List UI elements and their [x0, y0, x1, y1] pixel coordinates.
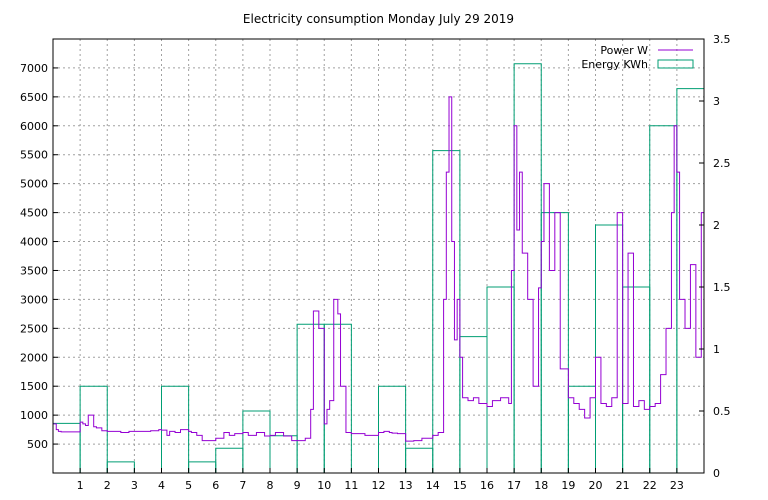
- x-tick-label: 11: [344, 479, 358, 492]
- energy-bar: [188, 461, 217, 473]
- y2-tick-label: 3: [713, 95, 720, 108]
- x-tick-label: 22: [643, 479, 657, 492]
- energy-bar: [405, 447, 434, 473]
- x-tick-label: 20: [589, 479, 603, 492]
- energy-bar: [106, 461, 135, 473]
- y-tick-label: 2000: [20, 351, 48, 364]
- energy-bar: [622, 286, 651, 473]
- energy-bar: [269, 435, 298, 473]
- legend: Power W Energy KWh: [581, 44, 694, 71]
- energy-bar: [52, 422, 81, 473]
- x-tick-label: 21: [616, 479, 630, 492]
- y-tick-label: 5500: [20, 149, 48, 162]
- y2-tick-label: 1.5: [713, 281, 731, 294]
- legend-power-label: Power W: [600, 44, 648, 57]
- x-tick-label: 13: [399, 479, 413, 492]
- power-series-layer: [53, 96, 705, 442]
- y-tick-label: 6000: [20, 120, 48, 133]
- y2-tick-label: 0.5: [713, 405, 731, 418]
- x-tick-label: 23: [670, 479, 684, 492]
- y-tick-label: 5000: [20, 178, 48, 191]
- x-tick-label: 1: [77, 479, 84, 492]
- y-tick-label: 3000: [20, 293, 48, 306]
- x-tick-label: 9: [294, 479, 301, 492]
- legend-energy-label: Energy KWh: [581, 58, 648, 71]
- energy-bar: [296, 323, 325, 473]
- y2-tick-label: 3.5: [713, 33, 731, 46]
- x-tick-label: 5: [185, 479, 192, 492]
- x-tick-label: 7: [239, 479, 246, 492]
- x-tick-label: 3: [131, 479, 138, 492]
- y2-tick-label: 1: [713, 343, 720, 356]
- energy-bar: [79, 385, 108, 473]
- y-tick-label: 4500: [20, 207, 48, 220]
- x-tick-label: 12: [372, 479, 386, 492]
- y-tick-label: 1000: [20, 409, 48, 422]
- energy-bar: [595, 224, 624, 473]
- axis-layer: 500 1000 1500 2000 2500 3000 3500 4000 4500 5000 5…: [20, 33, 731, 492]
- x-tick-label: 15: [453, 479, 467, 492]
- y2-tick-label: 0: [713, 467, 720, 480]
- energy-bar: [378, 385, 407, 473]
- y2-tick-label: 2: [713, 219, 720, 232]
- energy-bar: [215, 447, 244, 473]
- y-tick-label: 7000: [20, 62, 48, 75]
- x-tick-label: 14: [426, 479, 440, 492]
- x-tick-label: 18: [534, 479, 548, 492]
- x-tick-label: 8: [267, 479, 274, 492]
- power-line: [53, 96, 705, 442]
- y-tick-label: 500: [27, 438, 48, 451]
- y-tick-label: 3500: [20, 264, 48, 277]
- x-tick-label: 4: [158, 479, 165, 492]
- x-tick-label: 10: [317, 479, 331, 492]
- x-tick-label: 16: [480, 479, 494, 492]
- energy-bar: [323, 323, 352, 473]
- energy-bar: [567, 385, 596, 473]
- chart-title: Electricity consumption Monday July 29 2…: [243, 12, 514, 26]
- energy-bar: [486, 286, 515, 473]
- x-tick-label: 19: [561, 479, 575, 492]
- x-tick-label: 17: [507, 479, 521, 492]
- x-tick-label: 6: [212, 479, 219, 492]
- energy-bar: [242, 410, 271, 473]
- y2-tick-label: 2.5: [713, 157, 731, 170]
- legend-energy-swatch: [657, 59, 694, 69]
- y-tick-label: 2500: [20, 322, 48, 335]
- x-tick-label: 2: [104, 479, 111, 492]
- y-tick-label: 1500: [20, 380, 48, 393]
- y-tick-label: 4000: [20, 236, 48, 249]
- y-tick-label: 6500: [20, 91, 48, 104]
